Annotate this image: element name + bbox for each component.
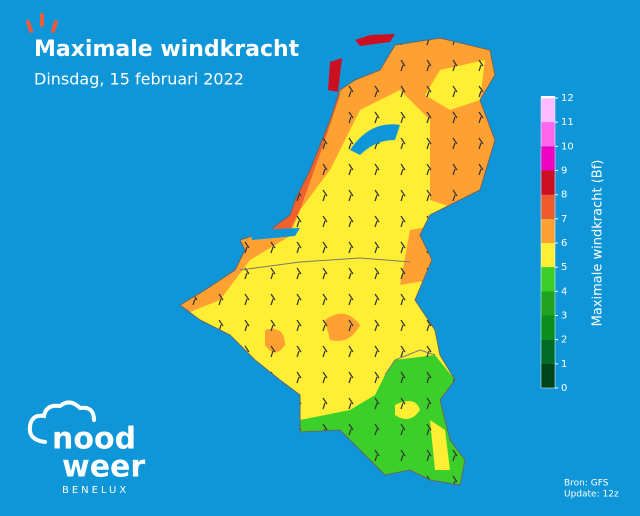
title: Maximale windkracht xyxy=(34,37,300,62)
logo: nood weer BENELUX xyxy=(27,400,145,496)
update: Update: 12z xyxy=(564,490,619,500)
legend-tick-label: 2 xyxy=(561,335,567,346)
lake xyxy=(350,124,400,155)
border xyxy=(179,37,496,486)
legend-swatch xyxy=(541,194,555,219)
legend-swatch xyxy=(541,339,555,364)
legend-swatch xyxy=(541,122,555,147)
legend-swatch xyxy=(541,170,555,195)
source: Bron: GFS xyxy=(564,479,609,489)
legend-label: Maximale windkracht (Bf) xyxy=(591,160,606,327)
legend-tick-label: 9 xyxy=(561,166,567,177)
legend-tick-label: 7 xyxy=(561,214,567,225)
legend-tick-label: 0 xyxy=(561,383,567,394)
legend-swatch xyxy=(541,291,555,316)
legend-swatch xyxy=(541,243,555,268)
legend-tick-label: 8 xyxy=(561,190,567,201)
estuary xyxy=(250,228,300,240)
legend-tick-label: 3 xyxy=(561,311,567,322)
legend-swatch xyxy=(541,363,555,388)
logo-text: nood xyxy=(52,422,136,457)
country-border xyxy=(239,257,411,271)
legend-swatch xyxy=(541,267,555,292)
logo-text: BENELUX xyxy=(62,485,129,496)
legend-tick-label: 11 xyxy=(561,117,574,128)
legend-tick-label: 12 xyxy=(561,93,574,104)
legend-tick-label: 4 xyxy=(561,286,567,297)
country-border xyxy=(384,349,436,376)
island xyxy=(355,34,395,46)
title-icon xyxy=(26,13,58,33)
legend-swatch xyxy=(541,218,555,243)
subtitle: Dinsdag, 15 februari 2022 xyxy=(34,70,244,89)
legend-top xyxy=(541,96,555,98)
legend-swatch xyxy=(541,315,555,340)
legend-tick-label: 6 xyxy=(561,238,567,249)
legend-swatch xyxy=(541,98,555,123)
logo-text: weer xyxy=(62,450,145,485)
island xyxy=(328,58,342,92)
legend-swatch xyxy=(541,146,555,171)
legend-tick-label: 5 xyxy=(561,262,567,273)
legend-tick-label: 1 xyxy=(561,359,567,370)
legend-tick-label: 10 xyxy=(561,141,574,152)
